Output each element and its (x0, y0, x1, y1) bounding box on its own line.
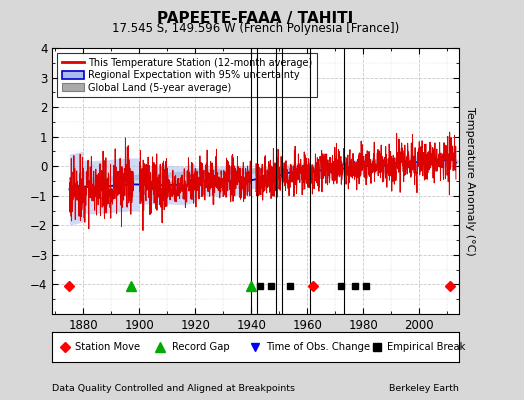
Text: Station Move: Station Move (75, 342, 140, 352)
Text: Empirical Break: Empirical Break (387, 342, 466, 352)
Text: Data Quality Controlled and Aligned at Breakpoints: Data Quality Controlled and Aligned at B… (52, 384, 296, 393)
Text: Record Gap: Record Gap (172, 342, 230, 352)
Legend: This Temperature Station (12-month average), Regional Expectation with 95% uncer: This Temperature Station (12-month avera… (57, 53, 318, 98)
Text: Time of Obs. Change: Time of Obs. Change (266, 342, 370, 352)
Y-axis label: Temperature Anomaly (°C): Temperature Anomaly (°C) (465, 107, 475, 255)
Text: Berkeley Earth: Berkeley Earth (389, 384, 458, 393)
Text: 17.545 S, 149.596 W (French Polynesia [France]): 17.545 S, 149.596 W (French Polynesia [F… (112, 22, 399, 35)
Text: PAPEETE-FAAA / TAHITI: PAPEETE-FAAA / TAHITI (157, 11, 353, 26)
